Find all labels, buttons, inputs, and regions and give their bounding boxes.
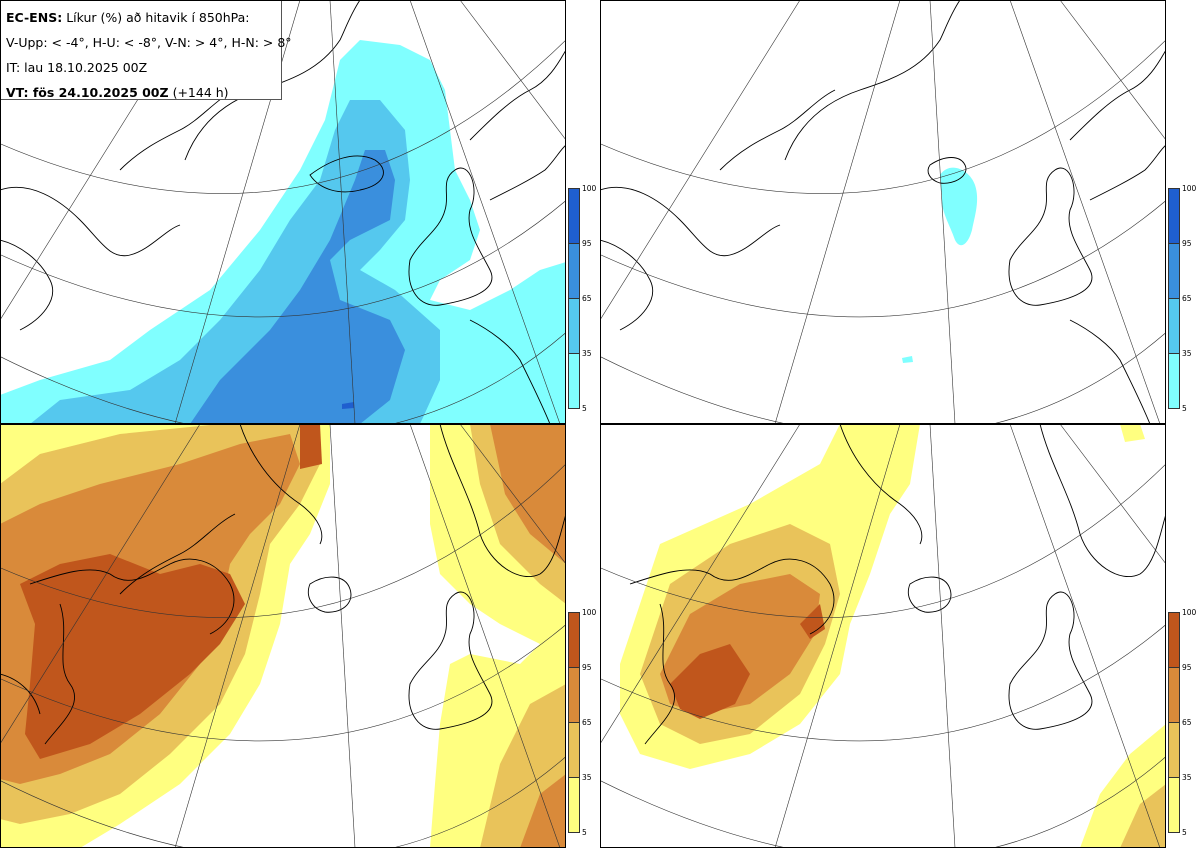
prob-area-5-small (902, 356, 913, 363)
graticule (600, 424, 1166, 848)
colorbar-swatch (568, 612, 580, 668)
model-name: EC-ENS: (6, 10, 63, 25)
probability-map-warm-8 (600, 424, 1166, 848)
initial-time: IT: lau 18.10.2025 00Z (6, 60, 148, 75)
category-definitions: V-Upp: < -4°, H-U: < -8°, V-N: > 4°, H-N… (6, 35, 292, 50)
colorbar-swatch (568, 298, 580, 354)
colorbar-tick-label: 35 (582, 349, 592, 358)
colorbar-tick-label: 65 (1182, 718, 1192, 727)
prob-area-65-east (490, 424, 566, 564)
colorbar-tick-label: 5 (1182, 404, 1187, 413)
prob-area-95-b (800, 604, 825, 639)
prob-area-95 (342, 402, 354, 409)
colorbar-swatch (568, 777, 580, 833)
colorbar-swatch (568, 667, 580, 723)
colorbar-warm: 100 95 65 35 5 (568, 608, 610, 837)
probability-map-cold-8 (600, 0, 1166, 424)
colorbar-tick-label: 35 (1182, 349, 1192, 358)
prob-area-5-ne (1120, 424, 1145, 442)
colorbar-tick-label: 5 (582, 404, 587, 413)
coastlines (0, 424, 566, 745)
prob-area-5 (940, 167, 978, 246)
colorbar-tick-label: 95 (582, 663, 592, 672)
valid-time: VT: fös 24.10.2025 00Z (6, 85, 169, 100)
prob-area-95 (670, 644, 750, 719)
colorbar-tick-label: 65 (1182, 294, 1192, 303)
map-panel-cold-8 (600, 0, 1166, 424)
graticule (0, 424, 566, 848)
coastlines (629, 424, 1166, 745)
colorbar-tick-label: 95 (1182, 663, 1192, 672)
probability-map-warm-4 (0, 424, 566, 848)
colorbar-swatch (1168, 188, 1180, 244)
forecast-info-box: EC-ENS: Líkur (%) að hitavik í 850hPa: V… (0, 0, 292, 100)
colorbar-swatch (1168, 353, 1180, 409)
colorbar-tick-label: 5 (582, 828, 587, 837)
colorbar-tick-label: 100 (582, 184, 597, 193)
colorbar-tick-label: 65 (582, 294, 592, 303)
map-panel-cold-4: EC-ENS: Líkur (%) að hitavik í 850hPa: V… (0, 0, 566, 424)
colorbar-swatch (1168, 722, 1180, 778)
colorbar-swatch (1168, 667, 1180, 723)
colorbar-tick-label: 100 (1182, 608, 1197, 617)
colorbar-cold: 100 95 65 35 5 (1168, 184, 1200, 413)
colorbar-warm: 100 95 65 35 5 (1168, 608, 1200, 837)
colorbar-swatch (1168, 243, 1180, 299)
colorbar-tick-label: 95 (1182, 239, 1192, 248)
colorbar-tick-label: 35 (1182, 773, 1192, 782)
colorbar-swatch (1168, 612, 1180, 668)
colorbar-swatch (568, 722, 580, 778)
colorbar-cold: 100 95 65 35 5 (568, 184, 610, 413)
prob-area-65-se (520, 774, 566, 848)
colorbar-tick-label: 35 (582, 773, 592, 782)
graticule (0, 0, 566, 424)
prob-area-95-north (300, 424, 322, 469)
probability-map-cold-4 (0, 0, 566, 424)
colorbar-swatch (568, 243, 580, 299)
colorbar-swatch (568, 188, 580, 244)
colorbar-tick-label: 65 (582, 718, 592, 727)
coastlines (0, 0, 566, 424)
lead-time: (+144 h) (172, 85, 229, 100)
coastlines (600, 0, 1166, 424)
graticule (600, 0, 1166, 424)
colorbar-swatch (1168, 298, 1180, 354)
colorbar-tick-label: 100 (1182, 184, 1197, 193)
colorbar-swatch (568, 353, 580, 409)
colorbar-tick-label: 100 (582, 608, 597, 617)
map-panel-warm-4 (0, 424, 566, 848)
colorbar-swatch (1168, 777, 1180, 833)
colorbar-tick-label: 95 (582, 239, 592, 248)
colorbar-tick-label: 5 (1182, 828, 1187, 837)
prob-area-95 (20, 554, 245, 759)
map-panel-warm-8 (600, 424, 1166, 848)
product-title: Líkur (%) að hitavik í 850hPa: (66, 10, 250, 25)
